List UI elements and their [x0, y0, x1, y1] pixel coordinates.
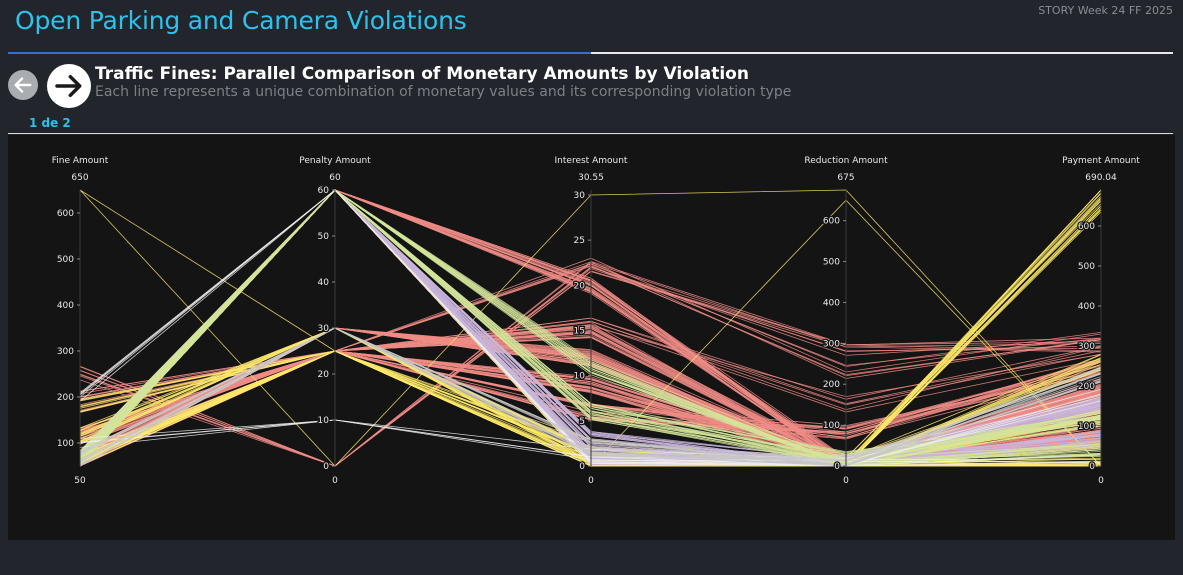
tick-label: 20 [318, 370, 330, 380]
axis-max-label: 60 [329, 173, 341, 183]
axis-penalty-amount[interactable]: Penalty Amount 60 00 10 20 30 40 50 60 [299, 156, 371, 486]
tick-label: 0 [834, 462, 840, 472]
axis-max-label: 690.04 [1085, 173, 1117, 183]
tick-label: 600 [823, 217, 840, 227]
tick-label: 400 [57, 301, 74, 311]
tick-label: 30 [318, 324, 330, 334]
tick-label: 600 [57, 209, 74, 219]
tick-label: 200 [823, 380, 840, 390]
axis-title: Reduction Amount [804, 156, 888, 166]
page-counter[interactable]: 1 de 2 [29, 116, 71, 130]
axis-title: Payment Amount [1062, 156, 1140, 166]
axis-max-label: 30.55 [578, 173, 604, 183]
axis-reduction-amount[interactable]: Reduction Amount 675 00 100 200 300 400 500 600 [804, 156, 888, 486]
page-title: Open Parking and Camera Violations [15, 6, 467, 35]
tick-label: 60 [318, 186, 330, 196]
divider [8, 133, 1173, 134]
axis-min-label: 0 [1098, 476, 1104, 486]
axis-min-label: 50 [74, 476, 86, 486]
axis-title: Penalty Amount [299, 156, 371, 166]
chart-svg: Fine Amount65050100200300400500600Penalt… [52, 156, 1141, 486]
axis-interest-amount[interactable]: Interest Amount 30.55 00 5 10 15 20 25 30 [555, 156, 628, 486]
arrow-left-icon [14, 77, 32, 93]
next-slide-button[interactable] [47, 64, 91, 108]
parallel-coordinates-chart[interactable]: Fine Amount 650 50 100 200 300 400 500 600 Penalt… [8, 135, 1175, 540]
tick-label: 15 [574, 326, 585, 336]
tick-label: 5 [579, 417, 585, 427]
axis-payment-amount[interactable]: Payment Amount 690.04 00 100 200 300 400 500 600 [1062, 156, 1140, 486]
axis-title: Fine Amount [52, 156, 109, 166]
tick-label: 100 [57, 439, 74, 449]
story-progress-fill [8, 52, 591, 54]
tick-label: 0 [1089, 462, 1095, 472]
story-badge: STORY Week 24 FF 2025 [1038, 4, 1173, 17]
axis-min-label: 0 [843, 476, 849, 486]
tick-label: 100 [1078, 422, 1095, 432]
tick-label: 400 [823, 298, 840, 308]
axis-min-label: 0 [588, 476, 594, 486]
tick-label: 200 [57, 393, 74, 403]
axis-title: Interest Amount [555, 156, 628, 166]
tick-label: 300 [1078, 342, 1095, 352]
arrow-right-icon [55, 74, 82, 98]
tick-label: 500 [1078, 262, 1095, 272]
tick-label: 300 [57, 347, 74, 357]
tick-label: 10 [574, 372, 586, 382]
tick-label: 500 [823, 258, 840, 268]
tick-label: 300 [823, 339, 840, 349]
slide-subtitle: Each line represents a unique combinatio… [95, 84, 792, 100]
axis-fine-amount[interactable]: Fine Amount 650 50 100 200 300 400 500 600 [52, 156, 109, 486]
story-progress-track [8, 52, 1173, 54]
tick-label: 200 [1078, 382, 1095, 392]
tick-label: 50 [318, 232, 330, 242]
tick-label: 400 [1078, 302, 1095, 312]
previous-slide-button[interactable] [8, 70, 38, 100]
tick-label: 10 [318, 416, 330, 426]
tick-label: 25 [574, 236, 585, 246]
tick-label: 20 [574, 281, 586, 291]
tick-label: 100 [823, 421, 840, 431]
axis-max-label: 675 [837, 173, 854, 183]
axis-min-label: 0 [332, 476, 338, 486]
tick-label: 0 [579, 462, 585, 472]
tick-label: 40 [318, 278, 330, 288]
tick-label: 30 [574, 191, 586, 201]
tick-label: 600 [1078, 222, 1095, 232]
slide-title: Traffic Fines: Parallel Comparison of Mo… [95, 64, 749, 84]
tick-label: 0 [323, 462, 329, 472]
axis-max-label: 650 [71, 173, 88, 183]
tick-label: 500 [57, 255, 74, 265]
